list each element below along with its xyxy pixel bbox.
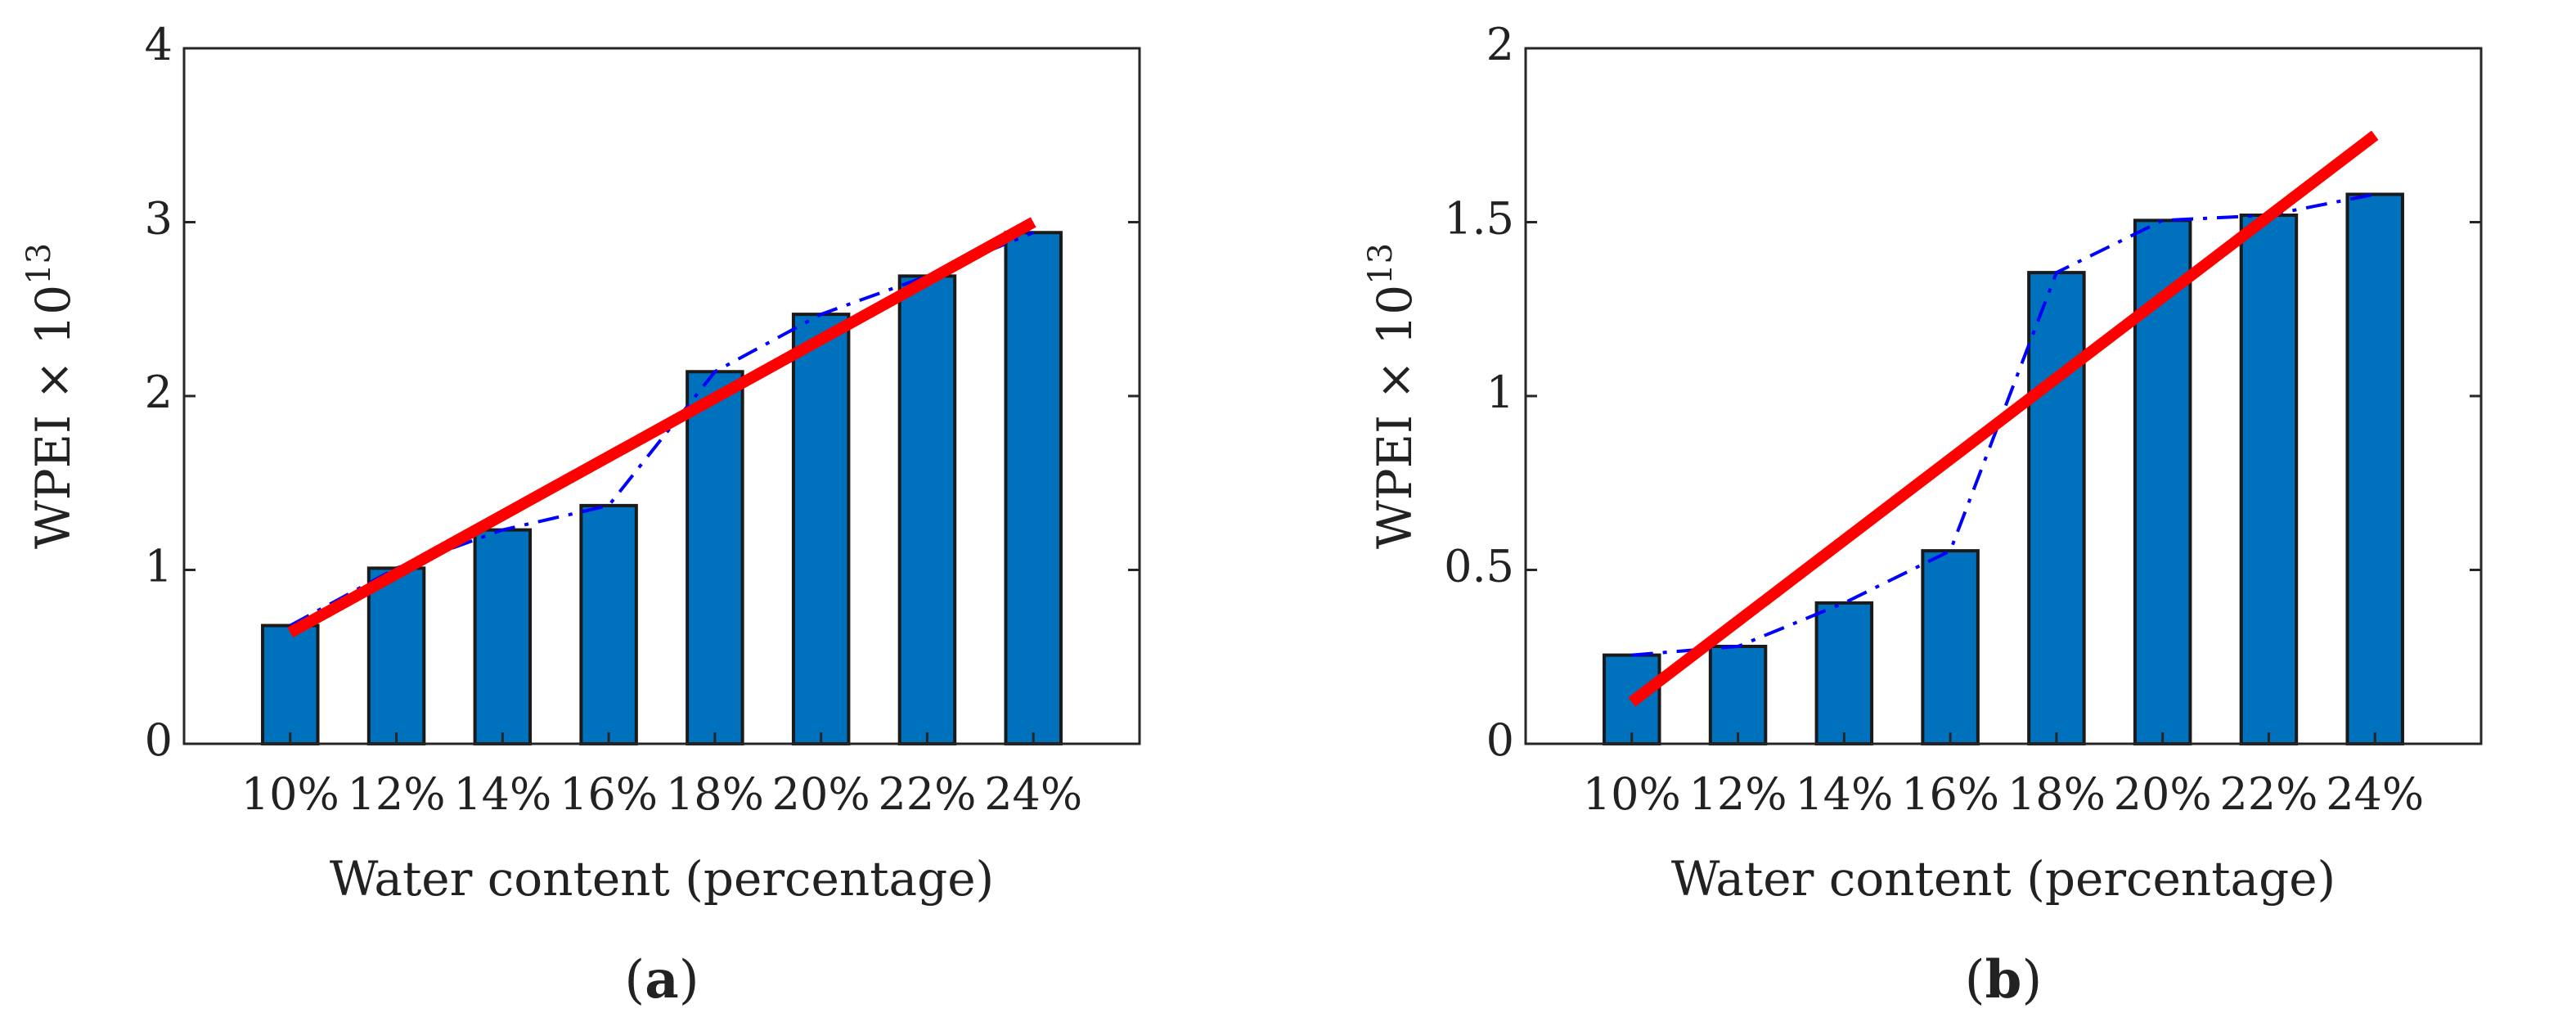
bar-b-8 <box>2345 192 2404 745</box>
y-axis-label-a: WPEI × 1013 <box>20 243 81 549</box>
y-tick-label-b-3: 1.5 <box>1444 193 1514 245</box>
bar-a-4 <box>579 503 638 745</box>
y-tick-label-b-2: 1 <box>1486 367 1514 418</box>
y-tick-label-a-2: 2 <box>145 367 173 418</box>
x-tick-label-b-3: 14% <box>1795 768 1893 820</box>
x-tick-label-b-7: 22% <box>2219 768 2318 820</box>
y-axis-label-exponent-a: 13 <box>20 243 58 285</box>
axes-box-a <box>182 47 1141 745</box>
y-axis-label-exponent-b: 13 <box>1362 243 1400 285</box>
x-tick-label-b-1: 10% <box>1583 768 1681 820</box>
x-tick-label-b-5: 18% <box>2007 768 2106 820</box>
caption-open-a: ( <box>624 950 645 1011</box>
bar-b-2 <box>1708 645 1768 745</box>
panel-caption-b: (b) <box>1965 949 2043 1011</box>
y-tick-label-a-0: 0 <box>145 714 173 766</box>
y-tick-label-b-4: 2 <box>1486 19 1514 70</box>
x-tick-label-a-6: 20% <box>772 768 870 820</box>
y-tick-label-a-1: 1 <box>145 541 173 592</box>
x-tick-label-b-2: 12% <box>1689 768 1787 820</box>
bar-a-3 <box>473 528 533 745</box>
bar-a-2 <box>366 566 426 745</box>
caption-letter-b: b <box>1985 949 2022 1011</box>
x-tick-label-a-1: 10% <box>241 768 339 820</box>
bar-a-5 <box>686 370 744 745</box>
bar-a-1 <box>261 624 320 745</box>
axes-box-b <box>1524 47 2483 745</box>
y-tick-label-a-3: 3 <box>145 193 173 245</box>
bar-b-3 <box>1814 601 1874 745</box>
panel-caption-a: (a) <box>624 949 699 1011</box>
y-axis-label-b: WPEI × 1013 <box>1362 243 1423 549</box>
y-tick-label-a-4: 4 <box>145 19 173 70</box>
caption-letter-a: a <box>645 949 678 1011</box>
x-tick-label-a-2: 12% <box>348 768 446 820</box>
x-tick-label-a-7: 22% <box>878 768 976 820</box>
y-axis-label-main-a: WPEI × 10 <box>25 285 81 549</box>
caption-close-b: ) <box>2021 950 2042 1011</box>
x-tick-label-b-4: 16% <box>1901 768 1999 820</box>
caption-open-b: ( <box>1965 950 1985 1011</box>
y-tick-label-b-0: 0 <box>1486 714 1514 766</box>
y-axis-label-main-b: WPEI × 10 <box>1367 285 1423 549</box>
trend-line-b <box>1631 192 2376 657</box>
y-tick-label-b-1: 0.5 <box>1444 541 1514 592</box>
x-axis-label-a: Water content (percentage) <box>330 851 994 907</box>
x-tick-label-a-4: 16% <box>560 768 658 820</box>
bar-b-7 <box>2239 214 2299 745</box>
x-tick-label-a-3: 14% <box>453 768 551 820</box>
chart-panel-a: 0 1 2 3 4 10% 12% 14% 16% 18% 20% 22% 24% Water conte… <box>20 19 1141 1011</box>
bar-b-4 <box>1921 549 1980 745</box>
fit-line-a <box>287 217 1036 638</box>
x-tick-label-a-5: 18% <box>666 768 764 820</box>
x-axis-label-b: Water content (percentage) <box>1671 851 2335 907</box>
x-tick-label-a-8: 24% <box>984 768 1082 820</box>
x-tick-label-b-8: 24% <box>2326 768 2424 820</box>
bar-a-6 <box>791 313 851 745</box>
chart-panel-b: 0 0.5 1 1.5 2 10% 12% 14% 16% 18% 20% 22% 24% Water c… <box>1362 19 2483 1011</box>
caption-close-a: ) <box>679 950 699 1011</box>
bar-a-8 <box>1004 231 1063 745</box>
x-tick-label-b-6: 20% <box>2114 768 2212 820</box>
bar-a-7 <box>897 274 957 745</box>
bar-b-5 <box>2027 271 2086 745</box>
fit-line-b <box>1628 130 2379 707</box>
